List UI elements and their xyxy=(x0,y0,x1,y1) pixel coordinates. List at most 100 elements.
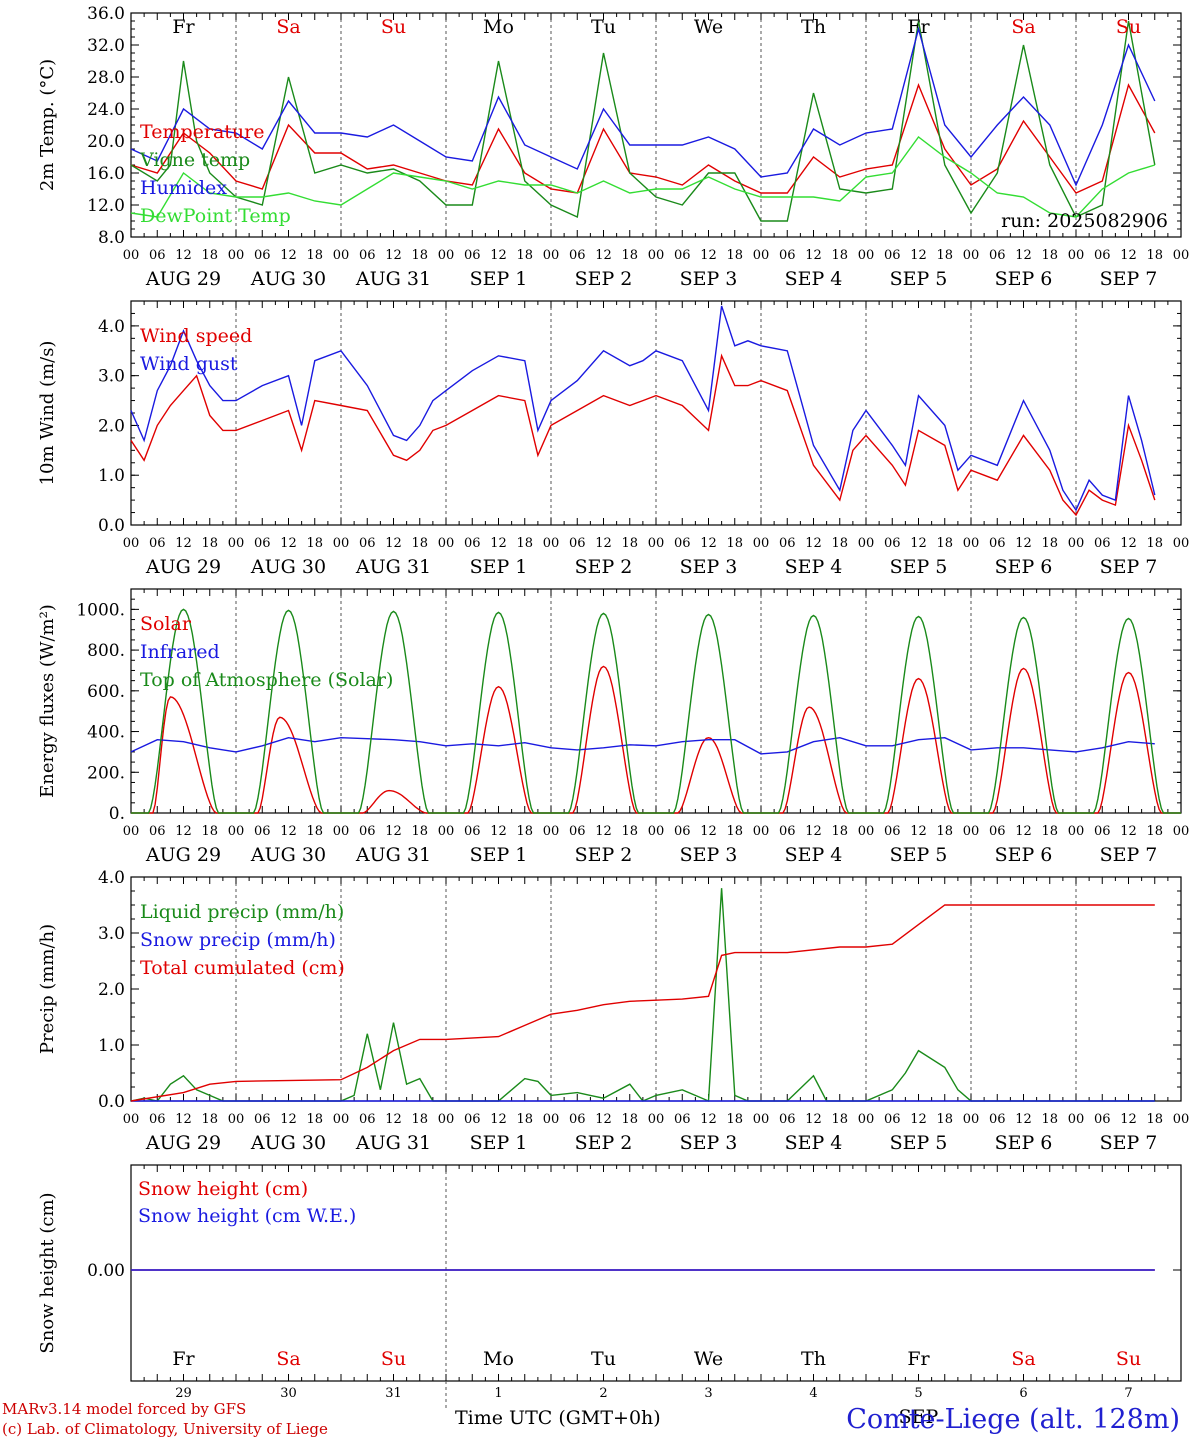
hour-tick-label: 06 xyxy=(359,1112,376,1127)
day-number: 5 xyxy=(914,1386,922,1401)
hour-tick-label: 06 xyxy=(674,248,691,263)
hour-tick-label: 06 xyxy=(569,248,586,263)
y-tick-label: 0.00 xyxy=(87,1261,125,1281)
date-label: SEP 6 xyxy=(995,844,1053,866)
hour-tick-label: 18 xyxy=(201,248,218,263)
y-tick-label: 2.0 xyxy=(98,416,125,436)
hour-tick-label: 00 xyxy=(648,536,665,551)
hour-tick-label: 18 xyxy=(306,248,323,263)
legend-entry: Top of Atmosphere (Solar) xyxy=(140,669,393,691)
hour-tick-label: 18 xyxy=(516,824,533,839)
hour-tick-label: 06 xyxy=(884,536,901,551)
hour-tick-label: 12 xyxy=(1015,824,1032,839)
weekday-label: Fr xyxy=(172,1348,195,1370)
y-tick-label: 12.0 xyxy=(87,196,125,216)
hour-tick-label: 06 xyxy=(989,824,1006,839)
copyright: (c) Lab. of Climatology, University of L… xyxy=(2,1420,328,1438)
hour-tick-label: 12 xyxy=(595,824,612,839)
day-number: 1 xyxy=(494,1386,502,1401)
hour-tick-label: 18 xyxy=(621,248,638,263)
hour-tick-label: 00 xyxy=(333,536,350,551)
y-tick-label: 36.0 xyxy=(87,4,125,24)
y-axis-label: 2m Temp. (°C) xyxy=(37,59,58,191)
hour-tick-label: 00 xyxy=(543,824,560,839)
weekday-label: Tu xyxy=(591,16,616,38)
date-label: AUG 30 xyxy=(250,268,326,290)
y-tick-label: 4.0 xyxy=(98,868,125,888)
date-label: SEP 3 xyxy=(680,1132,738,1154)
legend-entry: Snow precip (mm/h) xyxy=(140,929,336,951)
day-number: 4 xyxy=(809,1386,817,1401)
hour-tick-label: 00 xyxy=(753,824,770,839)
weekday-label: Mo xyxy=(483,16,514,38)
weekday-label: Fr xyxy=(907,16,930,38)
hour-tick-label: 12 xyxy=(385,1112,402,1127)
hour-tick-label: 18 xyxy=(831,248,848,263)
hour-tick-label: 12 xyxy=(1120,536,1137,551)
hour-tick-label: 00 xyxy=(1173,248,1190,263)
hour-tick-label: 12 xyxy=(805,536,822,551)
hour-tick-label: 12 xyxy=(805,248,822,263)
hour-tick-label: 00 xyxy=(753,248,770,263)
date-label: SEP 1 xyxy=(470,1132,528,1154)
legend-entry: Vigne temp xyxy=(139,149,250,171)
station-name: Comte-Liege (alt. 128m) xyxy=(846,1404,1180,1435)
hour-tick-label: 06 xyxy=(674,824,691,839)
series-line-humidex xyxy=(130,26,1156,187)
y-axis-label: 10m Wind (m/s) xyxy=(37,341,58,486)
y-tick-label: 28.0 xyxy=(87,68,125,88)
hour-tick-label: 06 xyxy=(149,1112,166,1127)
weekday-label: Tu xyxy=(591,1348,616,1370)
hour-tick-label: 18 xyxy=(306,824,323,839)
date-label: AUG 31 xyxy=(355,556,431,578)
hour-tick-label: 12 xyxy=(595,536,612,551)
hour-tick-label: 00 xyxy=(123,824,140,839)
hour-tick-label: 12 xyxy=(280,824,297,839)
hour-tick-label: 00 xyxy=(1173,824,1190,839)
series-line-wind-gust xyxy=(130,305,1156,512)
y-tick-label: 4.0 xyxy=(98,317,125,337)
hour-tick-label: 00 xyxy=(648,1112,665,1127)
hour-tick-label: 00 xyxy=(228,248,245,263)
hour-tick-label: 18 xyxy=(936,824,953,839)
y-tick-label: 1000. xyxy=(76,600,125,620)
hour-tick-label: 18 xyxy=(621,824,638,839)
date-label: SEP 7 xyxy=(1100,1132,1158,1154)
weekday-label: Sa xyxy=(276,1348,300,1370)
y-tick-label: 32.0 xyxy=(87,36,125,56)
legend-entry: Temperature xyxy=(140,121,264,143)
y-tick-label: 3.0 xyxy=(98,924,125,944)
hour-tick-label: 00 xyxy=(858,248,875,263)
day-number: 6 xyxy=(1019,1386,1027,1401)
hour-tick-label: 06 xyxy=(149,824,166,839)
hour-tick-label: 12 xyxy=(1015,248,1032,263)
hour-tick-label: 12 xyxy=(1120,824,1137,839)
hour-tick-label: 06 xyxy=(779,248,796,263)
hour-tick-label: 12 xyxy=(175,824,192,839)
hour-tick-label: 18 xyxy=(1041,536,1058,551)
hour-tick-label: 18 xyxy=(936,1112,953,1127)
date-label: SEP 3 xyxy=(680,268,738,290)
hour-tick-label: 12 xyxy=(1015,536,1032,551)
hour-tick-label: 18 xyxy=(516,1112,533,1127)
y-tick-label: 400. xyxy=(87,723,125,743)
y-tick-label: 3.0 xyxy=(98,367,125,387)
hour-tick-label: 18 xyxy=(411,248,428,263)
hour-tick-label: 12 xyxy=(1120,248,1137,263)
weekday-label: Th xyxy=(801,1348,826,1370)
hour-tick-label: 00 xyxy=(333,1112,350,1127)
series-line-wind-speed xyxy=(130,353,1156,517)
legend-entry: Snow height (cm) xyxy=(138,1178,308,1200)
date-label: SEP 2 xyxy=(575,556,633,578)
hour-tick-label: 12 xyxy=(490,536,507,551)
weekday-label: Fr xyxy=(172,16,195,38)
series-line-infrared xyxy=(130,736,1155,755)
day-number: 3 xyxy=(704,1386,712,1401)
weekday-label: We xyxy=(694,16,723,38)
hour-tick-label: 12 xyxy=(1015,1112,1032,1127)
hour-tick-label: 18 xyxy=(831,536,848,551)
y-tick-label: 1.0 xyxy=(98,466,125,486)
hour-tick-label: 18 xyxy=(726,248,743,263)
hour-tick-label: 12 xyxy=(700,248,717,263)
hour-tick-label: 06 xyxy=(674,1112,691,1127)
